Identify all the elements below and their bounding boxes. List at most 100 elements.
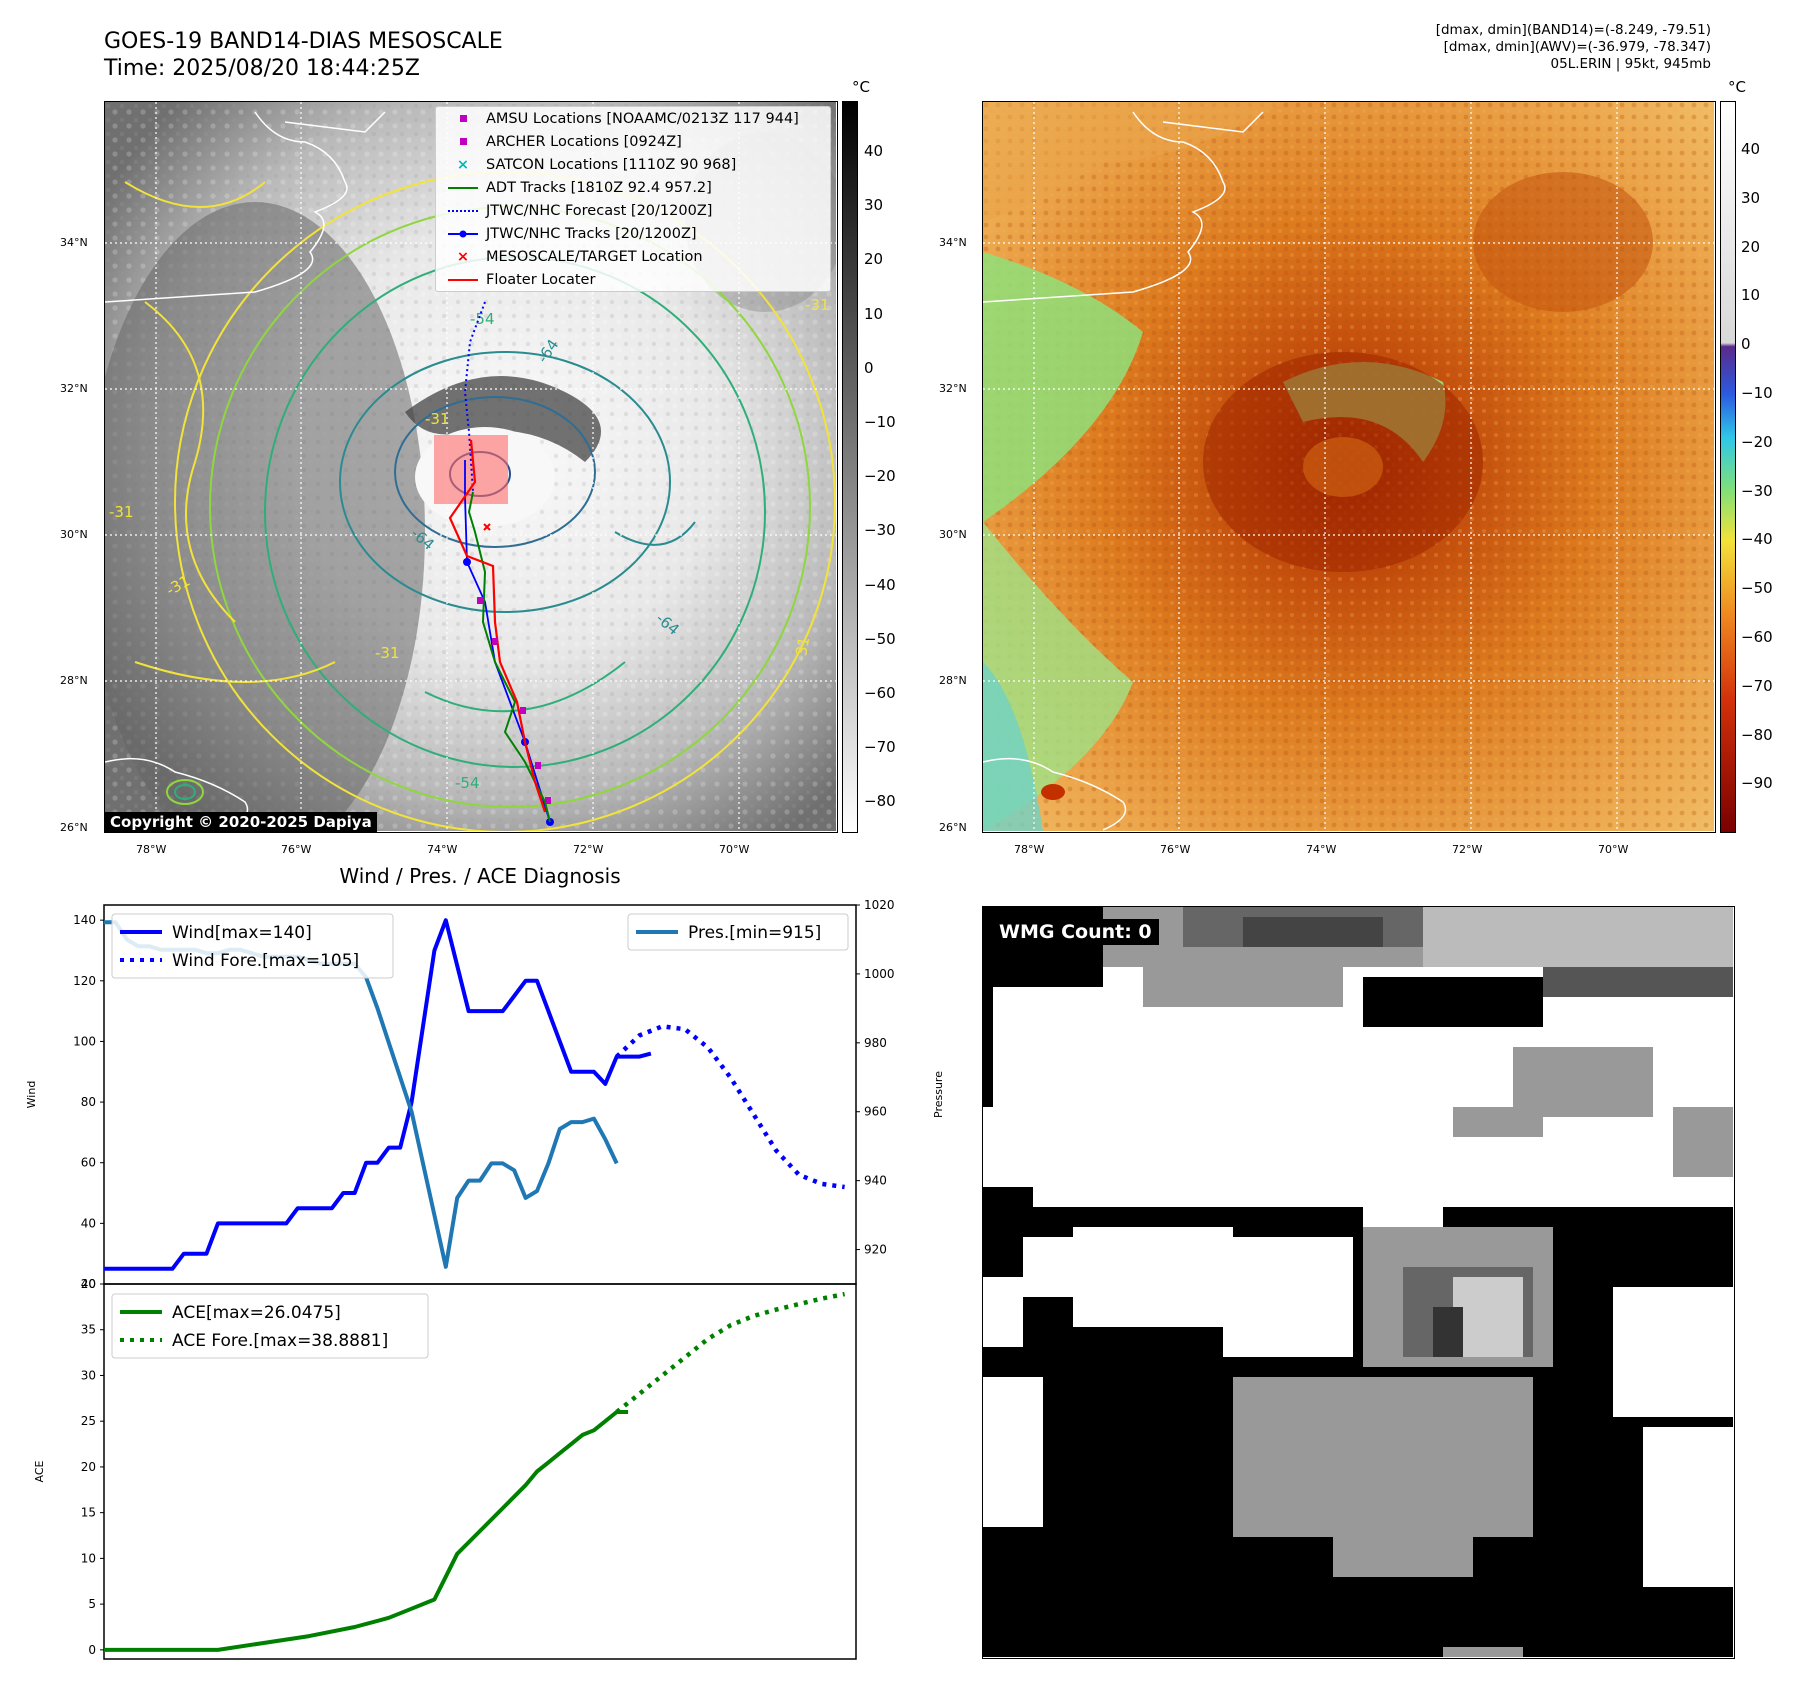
amsu-archer-points	[477, 597, 551, 804]
contour-label: -31	[425, 410, 450, 428]
colorbar-tick-label: −60	[1741, 628, 1773, 646]
lon-tick-label: 76°W	[1160, 843, 1191, 856]
colorbar-tick-label: 10	[1741, 286, 1761, 305]
line-marker-icon	[448, 278, 478, 281]
mesoscale-target-marker	[483, 523, 491, 531]
ace-tick-label: 5	[88, 1597, 96, 1611]
legend-item: ADT Tracks [1810Z 92.4 957.2]	[436, 176, 830, 199]
legend-item: ARCHER Locations [0924Z]	[436, 130, 830, 153]
awv-map-panel	[982, 101, 1716, 833]
contour-label: -54	[470, 310, 495, 328]
colorbar-tick-label: −80	[1741, 725, 1773, 744]
colorbar-tick-label: −70	[1741, 676, 1773, 695]
lat-tick-label: 28°N	[939, 674, 967, 687]
line-marker-icon	[448, 186, 478, 189]
wmg-grid	[983, 907, 1733, 1657]
chart-legend	[111, 913, 394, 979]
awv-colorbar	[1720, 101, 1736, 833]
copyright-badge: Copyright © 2020-2025 Dapiya	[105, 812, 377, 832]
lat-tick-label: 34°N	[939, 236, 967, 249]
map-gridlines	[983, 102, 1714, 831]
header-dmax-awv: [dmax, dmin](AWV)=(-36.979, -78.347)	[1443, 39, 1711, 55]
legend-item: Floater Locater	[436, 268, 830, 291]
wind-tick-label: 60	[81, 1156, 96, 1170]
header-info: [dmax, dmin](BAND14)=(-8.249, -79.51) [d…	[1436, 22, 1711, 73]
lat-tick-label: 26°N	[60, 821, 88, 834]
ace-tick-label: 25	[81, 1414, 96, 1428]
wind-axis-label: Wind	[25, 1081, 38, 1109]
wind-line	[104, 918, 652, 1271]
title-line-2: Time: 2025/08/20 18:44:25Z	[104, 56, 420, 81]
header-title: GOES-19 BAND14-DIAS MESOSCALE Time: 2025…	[104, 28, 503, 82]
pressure-axis-label: Pressure	[932, 1071, 945, 1118]
lon-tick-label: 70°W	[1598, 843, 1629, 856]
wmg-count-badge: WMG Count: 0	[992, 919, 1159, 945]
ace-tick-label: 35	[81, 1323, 96, 1337]
ace-tick-label: 40	[81, 1277, 96, 1291]
band14-map-panel: -54 -64 -31 -31 -64 -64 -31 -31 -54 -31 …	[104, 101, 838, 833]
lon-tick-label: 70°W	[719, 843, 750, 856]
track-legend: AMSU Locations [NOAAMC/0213Z 117 944] AR…	[435, 106, 831, 292]
ace-tick-label: 15	[81, 1506, 96, 1520]
contour-label: -31	[375, 644, 400, 662]
colorbar-tick-label: 20	[1741, 237, 1761, 256]
ace-forecast-line	[615, 1291, 846, 1414]
x-marker-icon: ×	[456, 248, 470, 265]
lon-tick-label: 76°W	[281, 843, 312, 856]
wind-tick-label: 80	[81, 1095, 96, 1109]
legend-label: Pres.[min=915]	[688, 923, 821, 943]
header-dmax-band14: [dmax, dmin](BAND14)=(-8.249, -79.51)	[1435, 22, 1711, 38]
colorbar-tick-label: −30	[864, 521, 896, 540]
ace-tick-label: 20	[81, 1460, 96, 1474]
colorbar-tick-label: −20	[1741, 432, 1773, 451]
lat-tick-label: 30°N	[60, 528, 88, 541]
colorbar-tick-label: −20	[864, 467, 896, 486]
adt-track	[467, 491, 551, 823]
colorbar-tick-label: 20	[864, 250, 884, 269]
legend-label: Wind[max=140]	[172, 923, 312, 943]
colorbar-tick-label: −90	[1741, 774, 1773, 793]
wind-tick-label: 120	[73, 974, 96, 988]
ace-tick-label: 10	[81, 1551, 96, 1565]
chart-legend	[111, 1293, 429, 1359]
lon-tick-label: 78°W	[136, 843, 167, 856]
colorbar-tick-label: 40	[1741, 140, 1761, 158]
wind-tick-label: 100	[73, 1034, 96, 1048]
wind-forecast-line	[615, 1024, 845, 1190]
colorbar-tick-label: −40	[864, 575, 896, 594]
colorbar-tick-label: 10	[864, 304, 884, 323]
legend-item: JTWC/NHC Tracks [20/1200Z]	[436, 222, 830, 245]
colorbar-tick-label: −30	[1741, 481, 1773, 500]
legend-item: AMSU Locations [NOAAMC/0213Z 117 944]	[436, 107, 830, 130]
colorbar-tick-label: −10	[864, 413, 896, 431]
header-storm-info: 05L.ERIN | 95kt, 945mb	[1550, 56, 1711, 72]
wmg-panel: WMG Count: 0	[982, 906, 1735, 1659]
colorbar-tick-label: −40	[1741, 530, 1773, 549]
lat-tick-label: 34°N	[60, 236, 88, 249]
coastline	[983, 111, 1264, 831]
colorbar-tick-label: 30	[864, 196, 884, 215]
lon-tick-label: 72°W	[573, 843, 604, 856]
legend-label: ACE[max=26.0475]	[172, 1303, 341, 1323]
wind-tick-label: 40	[81, 1216, 96, 1230]
pressure-tick-label: 1000	[864, 967, 895, 981]
ace-axes	[103, 1283, 857, 1660]
colorbar-tick-label: 30	[1741, 188, 1761, 207]
band14-colorbar	[842, 101, 858, 833]
wmg-cells	[983, 907, 1733, 1657]
colorbar-tick-label: −50	[864, 629, 896, 648]
ace-tick-label: 30	[81, 1368, 96, 1382]
legend-label: ACE Fore.[max=38.8881]	[172, 1331, 388, 1351]
colorbar-tick-label: −50	[1741, 579, 1773, 598]
pressure-tick-label: 920	[864, 1243, 887, 1257]
square-marker-icon	[459, 115, 467, 122]
legend-item: JTWC/NHC Forecast [20/1200Z]	[436, 199, 830, 222]
dotted-line-icon	[448, 209, 478, 212]
lat-tick-label: 32°N	[60, 382, 88, 395]
pressure-tick-label: 940	[864, 1174, 887, 1188]
colorbar-tick-label: −80	[864, 792, 896, 811]
lon-tick-label: 74°W	[1306, 843, 1337, 856]
lat-tick-label: 30°N	[939, 528, 967, 541]
diagnosis-title: Wind / Pres. / ACE Diagnosis	[339, 864, 621, 888]
wind-tick-label: 140	[73, 913, 96, 927]
